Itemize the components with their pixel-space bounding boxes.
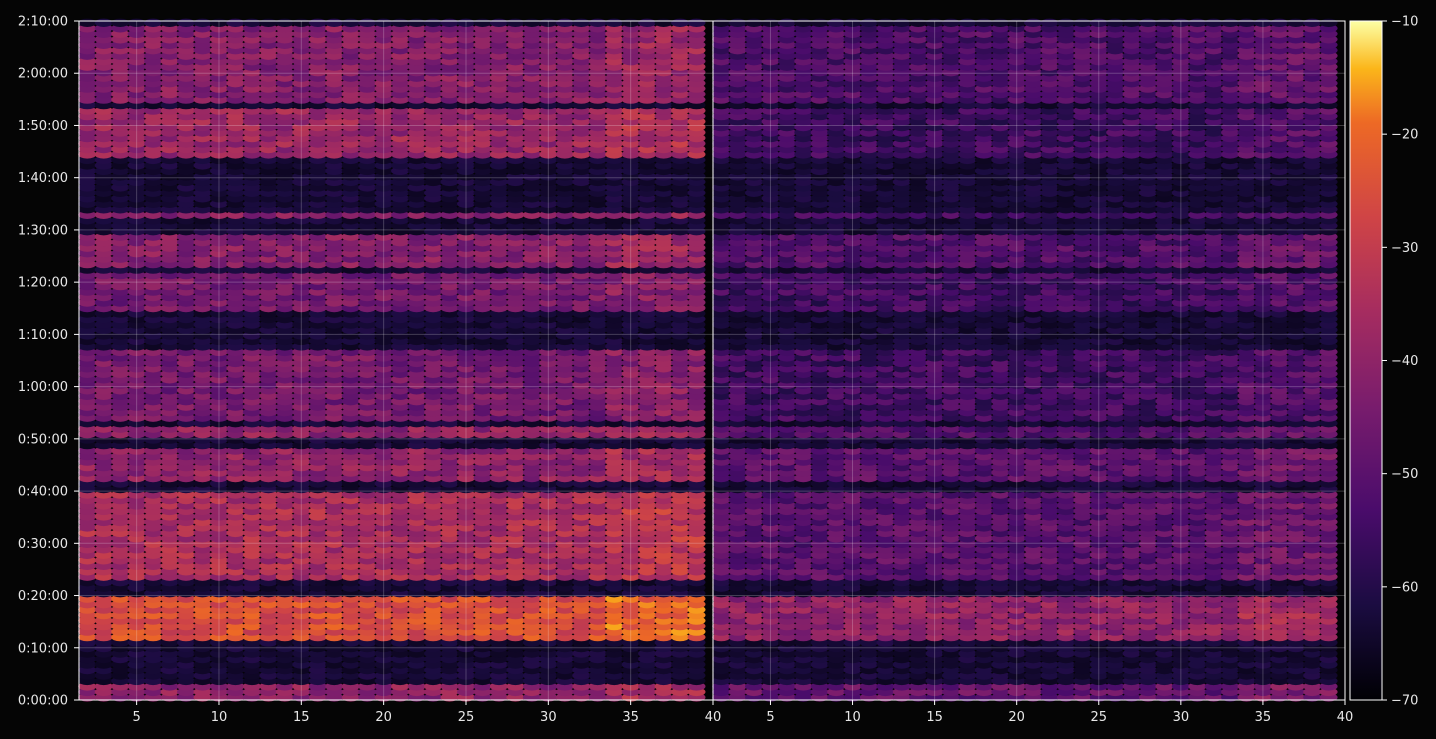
heatmap-cell (259, 18, 278, 27)
heatmap-cell (654, 18, 673, 27)
heatmap-cell (242, 18, 261, 27)
heatmap-cell (407, 18, 426, 27)
heatmap-cell (358, 18, 377, 27)
heatmap-cell (144, 18, 163, 27)
heatmap-cell (588, 18, 607, 27)
heatmap-cell (572, 18, 591, 27)
heatmap-cell (473, 18, 492, 27)
heatmap-cell (506, 18, 525, 27)
heatmap-cell (341, 18, 360, 27)
heatmap-cell (638, 18, 657, 27)
heatmap-cell (489, 18, 508, 27)
left-panel (78, 18, 713, 702)
heatmap-cell (671, 18, 690, 27)
heatmap-cell (522, 18, 541, 27)
heatmap-cell (160, 18, 179, 27)
heatmap-cell (94, 18, 113, 27)
heatmap-cell (226, 18, 245, 27)
heatmap-cell (78, 18, 97, 27)
heatmap-cell (193, 18, 212, 27)
heatmap-cell (275, 18, 294, 27)
heatmap-cell (177, 18, 195, 27)
heatmap-cell (308, 18, 327, 27)
heatmap-cell (555, 18, 574, 27)
heatmap-cell (325, 18, 344, 27)
heatmap-cell (687, 18, 706, 27)
heatmap-cell (424, 18, 443, 27)
heatmap-cell (111, 18, 130, 27)
heatmap-cell (440, 18, 459, 27)
right-panel (712, 18, 1345, 702)
heatmap-cell (391, 18, 410, 27)
heatmap-cell (605, 18, 624, 27)
